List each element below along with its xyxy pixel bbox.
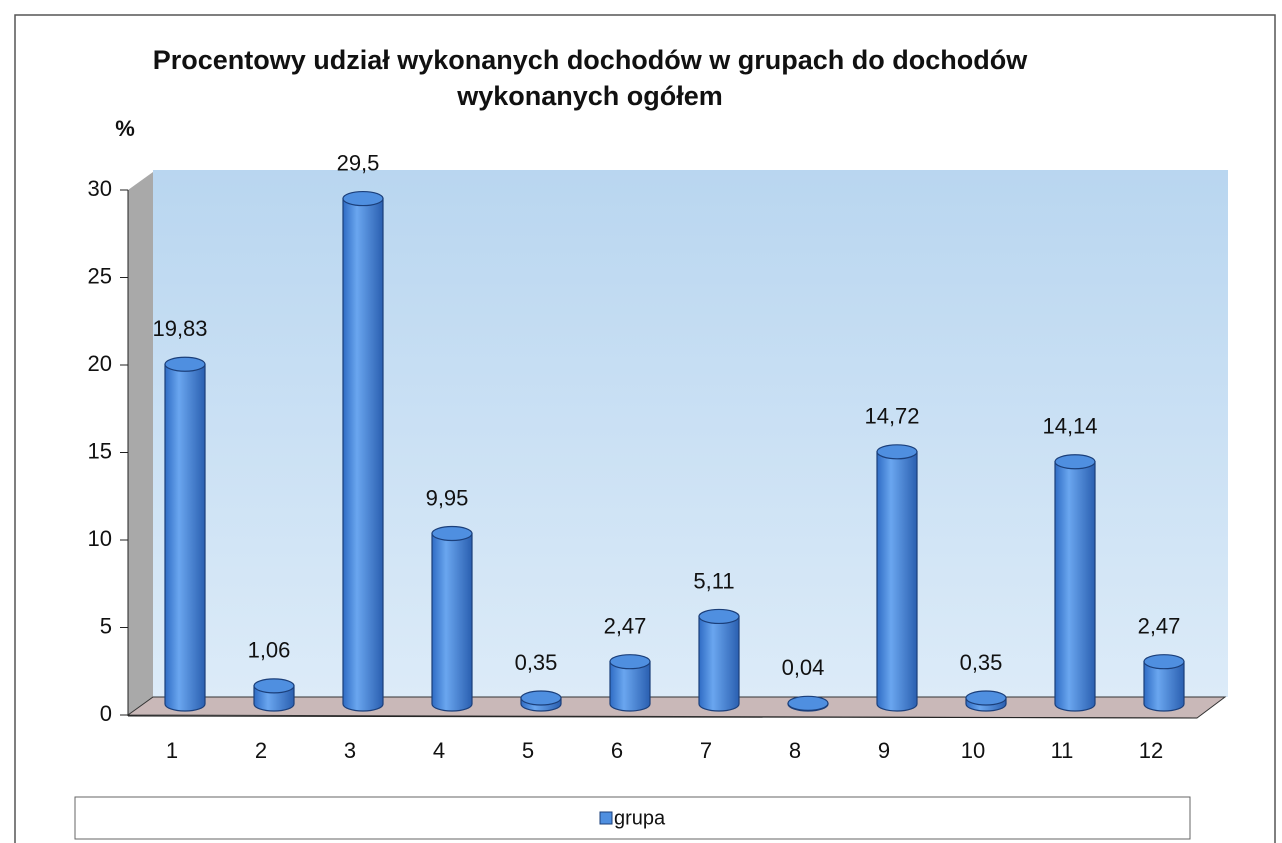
bar-top xyxy=(609,654,651,670)
bar xyxy=(431,532,473,712)
y-tick-label: 5 xyxy=(100,613,112,638)
x-axis xyxy=(127,715,1198,719)
y-tick-label: 20 xyxy=(88,351,112,376)
bar-top xyxy=(431,525,473,542)
legend-label: grupa xyxy=(614,807,666,829)
x-tick-label: 6 xyxy=(611,738,623,763)
bar-top xyxy=(698,608,740,625)
value-label: 2,47 xyxy=(1138,613,1181,638)
x-tick-label: 8 xyxy=(789,738,801,763)
value-label: 14,14 xyxy=(1042,414,1097,439)
bar xyxy=(1054,461,1096,712)
y-tick-label: 15 xyxy=(88,438,112,463)
back-wall xyxy=(153,170,1228,697)
x-tick-label: 11 xyxy=(1051,738,1074,763)
chart-title: Procentowy udział wykonanych dochodów w … xyxy=(152,45,1028,111)
frame xyxy=(14,14,1276,843)
legend-swatch xyxy=(599,811,613,825)
bar-top xyxy=(787,695,829,711)
bar-top xyxy=(342,190,384,207)
x-tick-label: 1 xyxy=(166,738,178,763)
value-label: 2,47 xyxy=(604,613,647,638)
value-label: 5,11 xyxy=(693,568,734,593)
x-tick-label: 3 xyxy=(344,738,356,763)
bar-top xyxy=(164,356,206,372)
x-tick-label: 4 xyxy=(433,738,445,763)
bar xyxy=(876,451,918,712)
value-label: 1,06 xyxy=(248,638,291,663)
value-label: 0,35 xyxy=(960,650,1003,675)
x-tick-label: 2 xyxy=(255,738,267,763)
y-tick-label: 0 xyxy=(100,701,112,726)
y-axis-label: % xyxy=(115,116,135,141)
value-label: 0,35 xyxy=(515,650,558,675)
x-tick-label: 5 xyxy=(522,738,534,763)
bar xyxy=(698,615,740,712)
value-label: 29,5 xyxy=(337,150,380,175)
bar xyxy=(342,197,384,712)
bar xyxy=(1143,661,1185,712)
legend xyxy=(74,796,1191,840)
x-tick-label: 9 xyxy=(878,738,890,763)
side-wall xyxy=(128,172,153,715)
bar-top xyxy=(520,690,562,706)
bar-top xyxy=(1054,454,1096,470)
x-tick-label: 12 xyxy=(1139,738,1163,763)
bar-top xyxy=(876,444,918,460)
bar xyxy=(609,661,651,712)
bar-top xyxy=(1143,654,1185,670)
y-tick-label: 30 xyxy=(88,176,112,201)
bar-top xyxy=(965,690,1007,706)
y-tick-label: 25 xyxy=(88,263,112,288)
value-label: 14,72 xyxy=(864,404,919,429)
x-tick-label: 10 xyxy=(961,738,985,763)
bar-top xyxy=(253,678,295,694)
value-label: 9,95 xyxy=(426,485,469,510)
y-tick-label: 10 xyxy=(88,526,112,551)
value-label: 0,04 xyxy=(782,655,825,680)
bar xyxy=(164,363,206,712)
x-tick-label: 7 xyxy=(700,738,712,763)
value-label: 19,83 xyxy=(152,316,207,341)
